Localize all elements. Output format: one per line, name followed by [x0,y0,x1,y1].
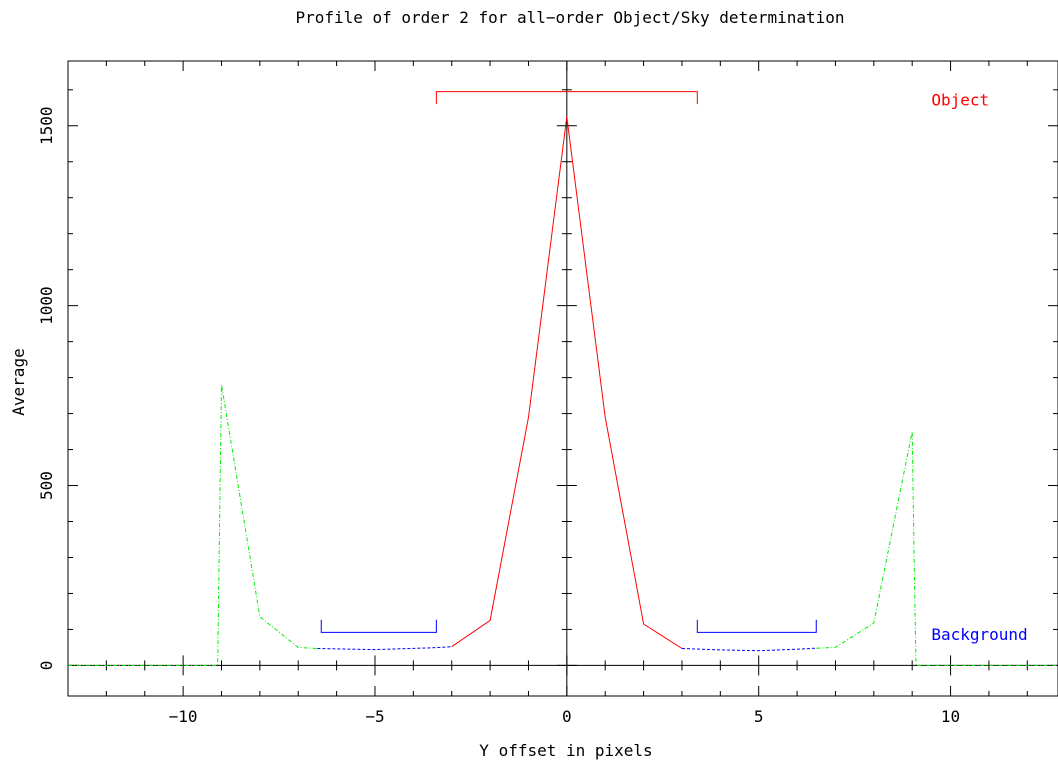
object-series-line [451,116,683,649]
background-annotation: Background [931,625,1027,644]
y-axis-label: Average [9,348,28,415]
x-tick-label: −5 [365,707,384,726]
x-tick-label: 5 [754,707,764,726]
object-annotation: Object [931,91,989,110]
background-region-bracket [696,619,817,633]
excluded-series-line [816,431,1058,666]
plot-frame [67,60,1058,697]
x-tick-label: −10 [169,707,198,726]
object-region-bracket [435,91,698,105]
y-tick-label: 0 [37,661,56,671]
y-tick-label: 500 [37,471,56,500]
background-region-bracket [320,619,437,633]
x-tick-label: 0 [562,707,572,726]
background-series-line [681,647,817,652]
y-tick-label: 1000 [37,286,56,325]
chart-title: Profile of order 2 for all−order Object/… [295,8,844,27]
y-tick-label: 1500 [37,106,56,145]
x-axis-label: Y offset in pixels [479,741,652,760]
background-series-line [317,646,452,651]
x-tick-label: 10 [941,707,960,726]
excluded-series-line [68,384,318,666]
